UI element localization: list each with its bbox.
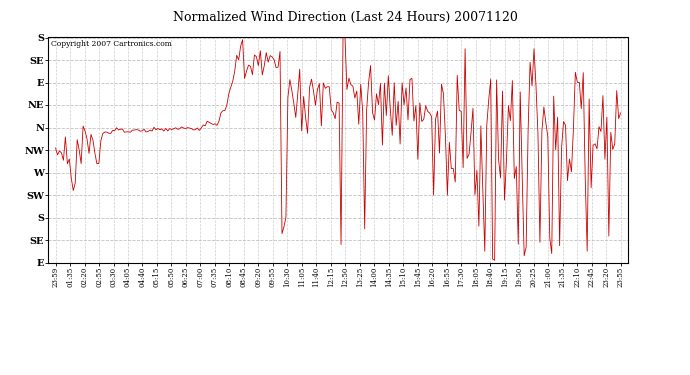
Text: Normalized Wind Direction (Last 24 Hours) 20071120: Normalized Wind Direction (Last 24 Hours…	[172, 11, 518, 24]
Text: Copyright 2007 Cartronics.com: Copyright 2007 Cartronics.com	[51, 40, 172, 48]
